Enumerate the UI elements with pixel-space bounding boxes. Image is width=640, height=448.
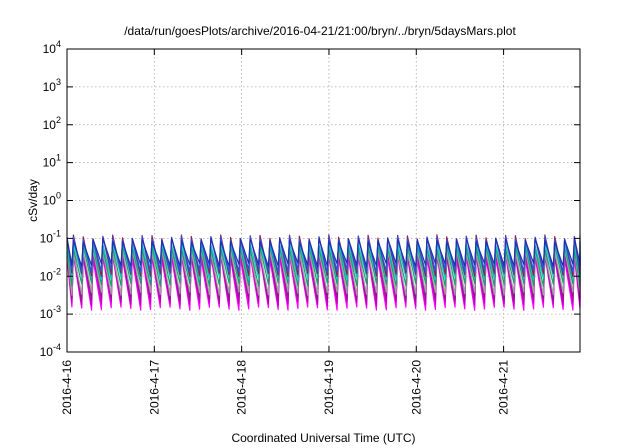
x-axis-ticks: 2016-4-16 2016-4-17 2016-4-18 2016-4-19 2016… [60,49,511,415]
x-tick-label: 2016-4-17 [147,360,161,415]
chart-title: /data/run/goesPlots/archive/2016-04-21/2… [124,24,516,38]
grid-lines [67,49,580,352]
y-tick-label: 102 [43,115,61,132]
series-line [66,237,581,268]
y-tick-label: 10-2 [40,266,61,283]
plot-series [66,234,581,311]
y-tick-label: 100 [43,191,61,208]
x-tick-label: 2016-4-19 [322,360,336,415]
y-tick-label: 104 [43,39,61,56]
x-tick-label: 2016-4-21 [497,360,511,415]
y-tick-label: 101 [43,153,61,170]
y-axis-ticks: 10-4 10-3 10-2 10-1 100 101 102 103 104 [40,39,580,359]
x-axis-label: Coordinated Universal Time (UTC) [231,431,415,445]
y-tick-label: 10-3 [40,304,61,321]
y-tick-label: 103 [43,77,61,94]
y-axis-label: cSv/day [26,179,40,222]
y-tick-label: 10-1 [40,228,61,245]
x-tick-label: 2016-4-16 [60,360,74,415]
y-tick-label: 10-4 [40,342,61,359]
x-tick-label: 2016-4-20 [409,360,423,415]
x-tick-label: 2016-4-18 [235,360,249,415]
